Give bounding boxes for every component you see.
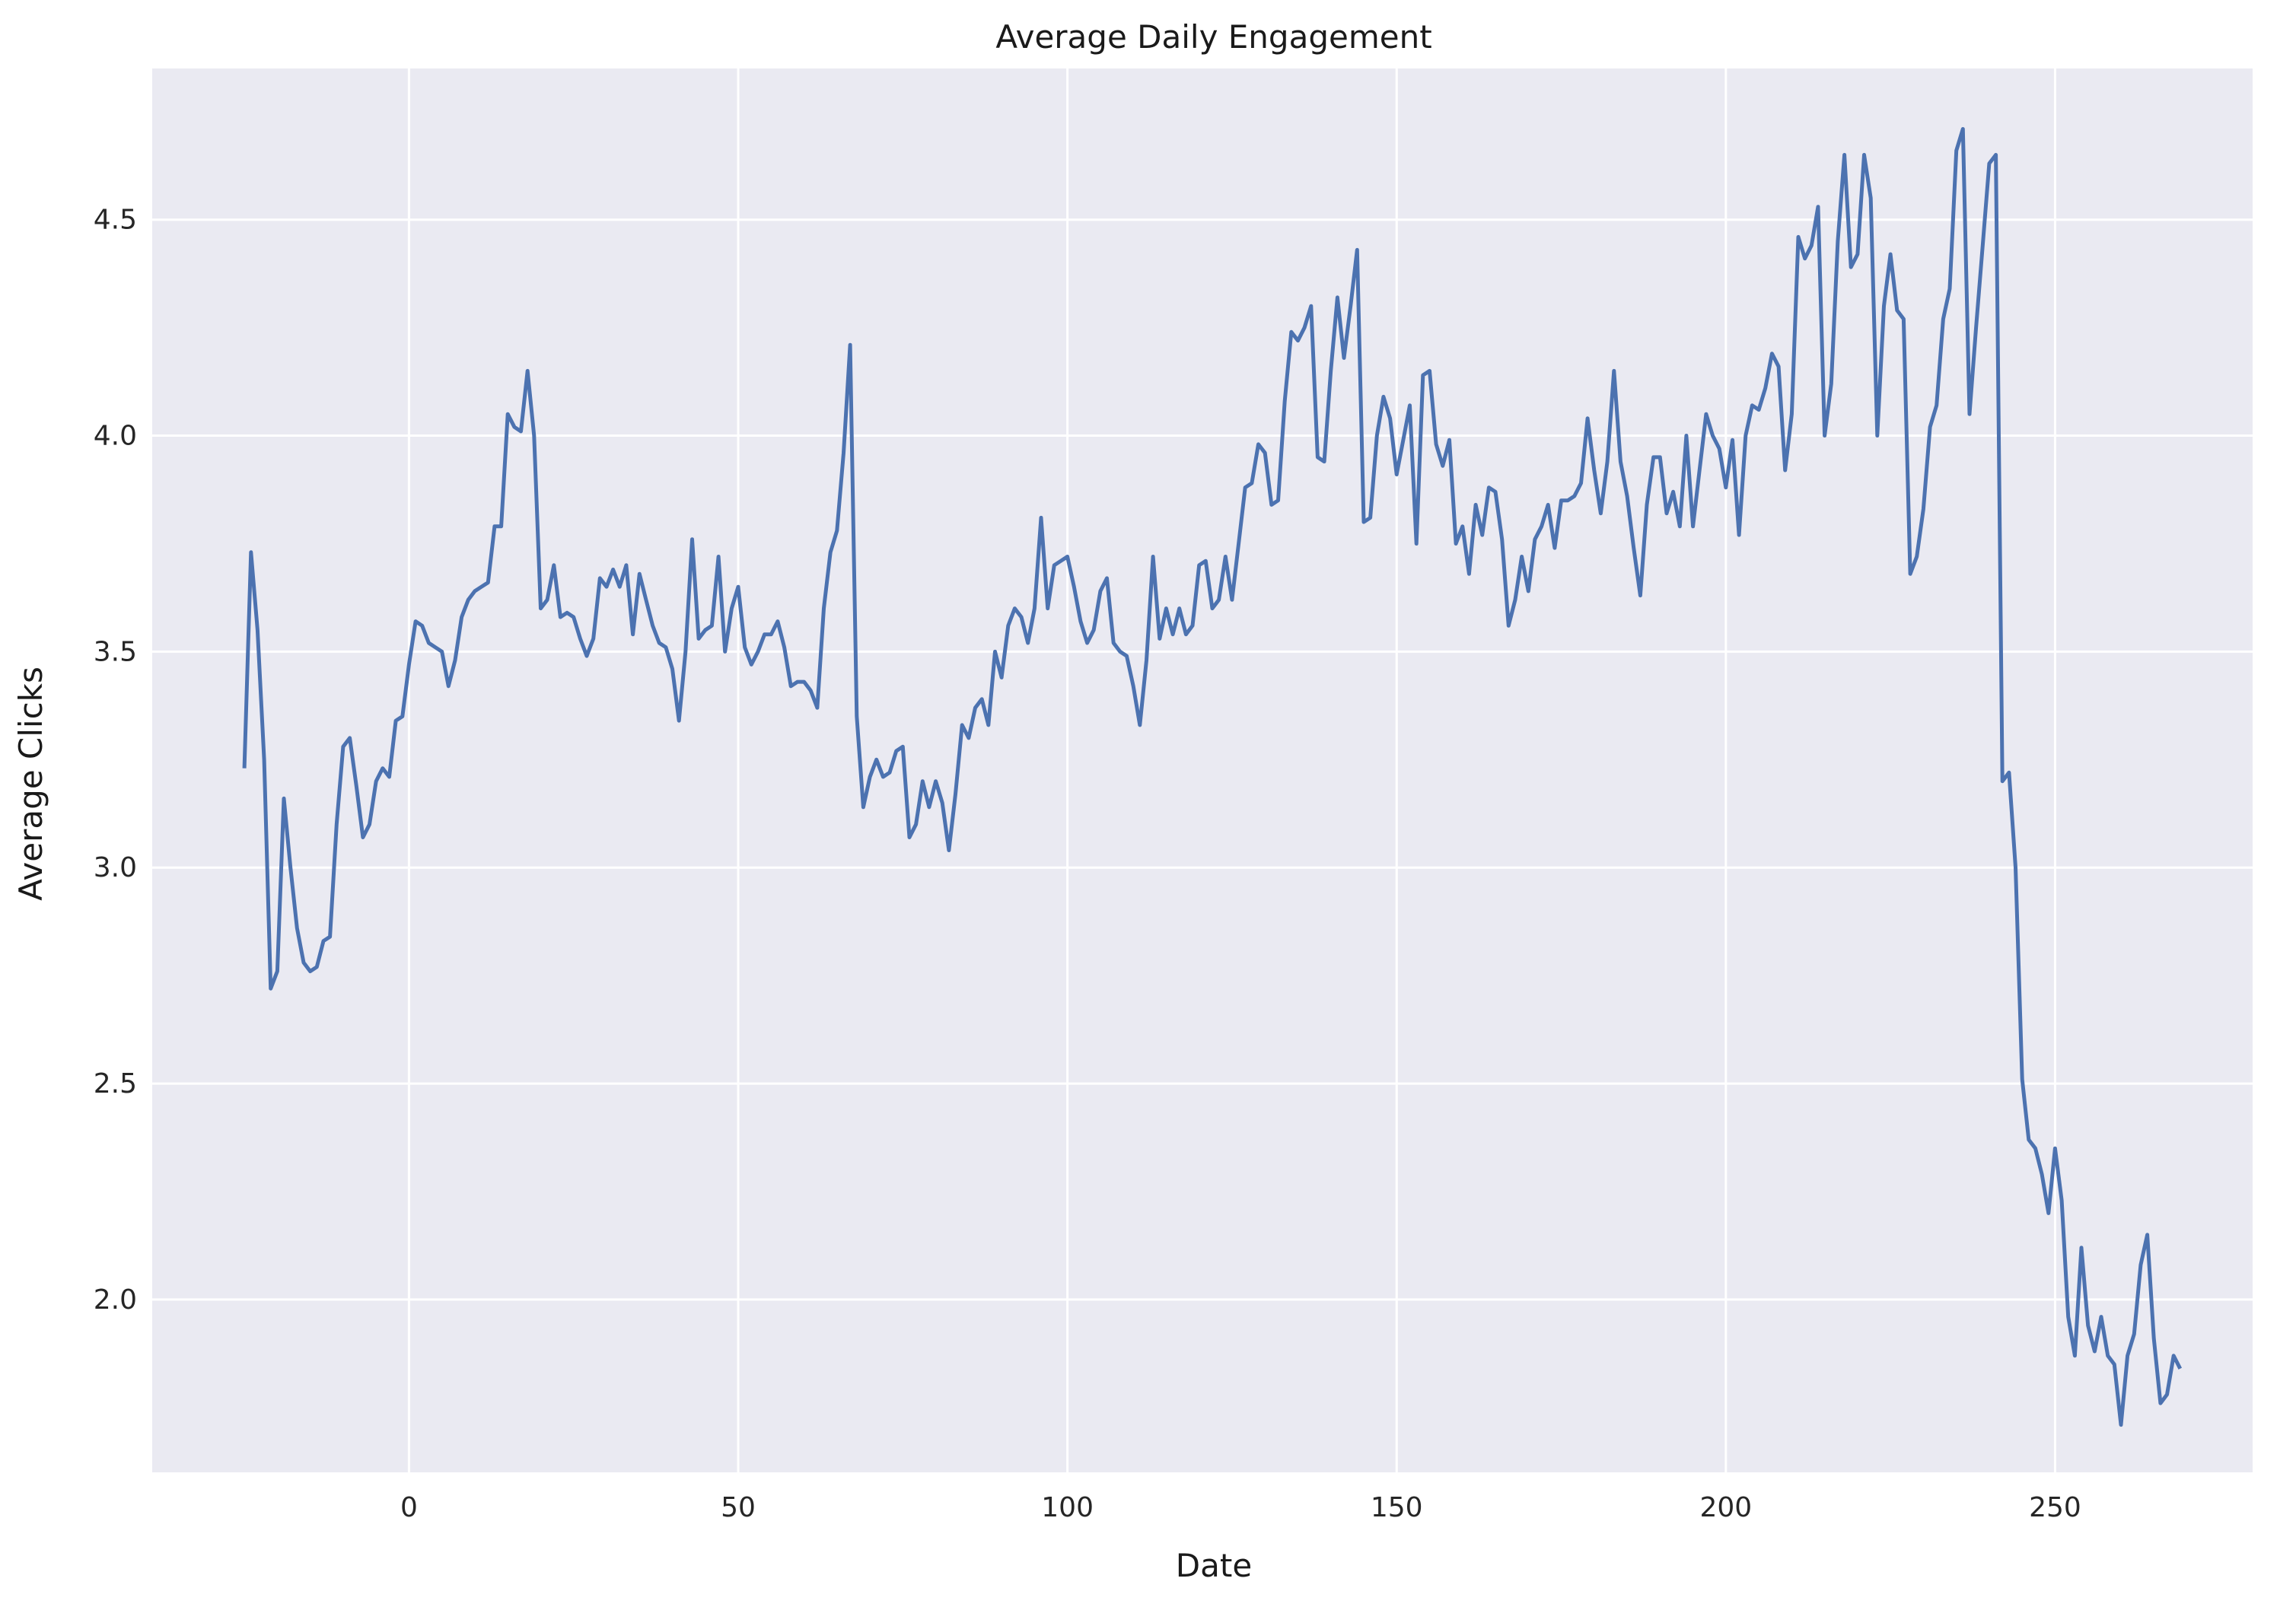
grid-lines <box>152 68 2253 1472</box>
x-tick-label: 250 <box>2029 1492 2081 1523</box>
series-line <box>242 127 2183 1427</box>
y-axis-label: Average Clicks <box>12 667 49 901</box>
y-tick-label: 3.0 <box>94 852 137 883</box>
x-tick-label: 0 <box>400 1492 418 1523</box>
y-tick-label: 2.5 <box>94 1068 137 1099</box>
x-tick-label: 200 <box>1699 1492 1752 1523</box>
x-tick-label: 100 <box>1041 1492 1094 1523</box>
x-tick-label: 50 <box>721 1492 756 1523</box>
chart-title: Average Daily Engagement <box>995 18 1431 56</box>
plot-area <box>152 68 2253 1472</box>
y-tick-label: 3.5 <box>94 636 137 667</box>
x-axis-ticks: 0 50 100 150 200 250 <box>400 1492 2081 1523</box>
y-tick-label: 4.0 <box>94 421 137 452</box>
x-tick-label: 150 <box>1371 1492 1423 1523</box>
y-tick-label: 2.0 <box>94 1284 137 1316</box>
y-axis-ticks: 2.0 2.5 3.0 3.5 4.0 4.5 <box>94 205 137 1316</box>
y-tick-label: 4.5 <box>94 205 137 236</box>
x-axis-label: Date <box>1176 1547 1252 1584</box>
